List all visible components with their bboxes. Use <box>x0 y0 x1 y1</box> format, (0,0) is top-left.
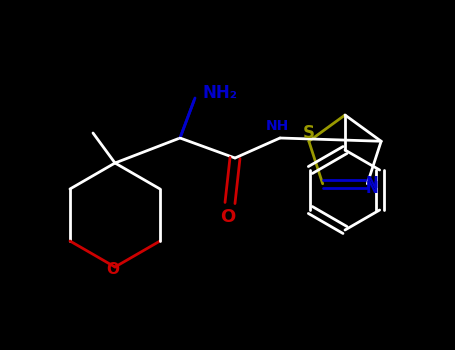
Text: NH₂: NH₂ <box>203 84 238 102</box>
Text: N: N <box>366 176 379 191</box>
Text: S: S <box>303 124 315 142</box>
Text: NH: NH <box>265 119 288 133</box>
Text: N: N <box>366 181 379 196</box>
Text: O: O <box>220 208 236 226</box>
Text: O: O <box>106 261 120 276</box>
